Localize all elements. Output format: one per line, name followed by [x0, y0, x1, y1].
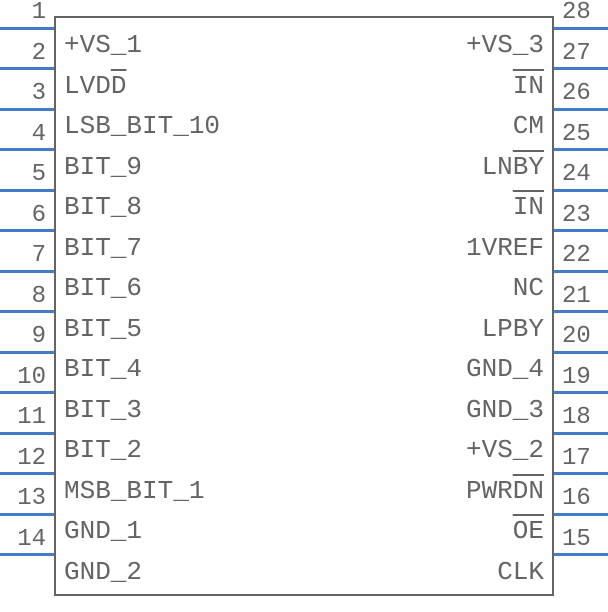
pin-lead-left — [0, 310, 54, 313]
pin-lead-left — [0, 229, 54, 232]
pin-label: BIT_9 — [64, 152, 142, 182]
pin-number: 9 — [32, 323, 46, 350]
pin-label: 1VREF — [466, 233, 544, 263]
pin-lead-right — [554, 310, 608, 313]
pin-lead-right — [554, 108, 608, 111]
pin-label: GND_3 — [466, 395, 544, 425]
pin-lead-left — [0, 351, 54, 354]
pin-label: CM — [513, 111, 544, 141]
pin-number: 15 — [562, 526, 591, 553]
pin-number: 11 — [17, 404, 46, 431]
pin-number: 6 — [32, 202, 46, 229]
pin-lead-right — [554, 432, 608, 435]
pin-label: BIT_7 — [64, 233, 142, 263]
pin-number: 24 — [562, 161, 591, 188]
pin-number: 8 — [32, 283, 46, 310]
pin-lead-left — [0, 189, 54, 192]
pin-number: 16 — [562, 485, 591, 512]
pin-label: BIT_4 — [64, 354, 142, 384]
pin-number: 22 — [562, 242, 591, 269]
pin-number: 12 — [17, 445, 46, 472]
pin-label: LNBY — [482, 152, 544, 182]
pin-label: BIT_5 — [64, 314, 142, 344]
ic-body-outline — [54, 16, 554, 596]
pin-label: LVDD — [64, 71, 126, 101]
pin-lead-left — [0, 27, 54, 30]
pin-number: 19 — [562, 364, 591, 391]
pin-lead-left — [0, 108, 54, 111]
pin-lead-left — [0, 432, 54, 435]
pin-lead-right — [554, 391, 608, 394]
pin-number: 26 — [562, 80, 591, 107]
pin-label: CLK — [497, 557, 544, 587]
pin-lead-left — [0, 148, 54, 151]
pin-number: 23 — [562, 202, 591, 229]
pin-number: 3 — [32, 80, 46, 107]
pin-number: 27 — [562, 40, 591, 67]
pin-number: 2 — [32, 40, 46, 67]
pin-label: LPBY — [482, 314, 544, 344]
pin-lead-right — [554, 553, 608, 556]
pin-label: PWRDN — [466, 476, 544, 506]
pin-number: 20 — [562, 323, 591, 350]
pin-lead-right — [554, 148, 608, 151]
pin-lead-left — [0, 513, 54, 516]
pin-number: 28 — [562, 0, 591, 26]
pin-number: 17 — [562, 445, 591, 472]
pin-label: MSB_BIT_1 — [64, 476, 204, 506]
pin-label: BIT_6 — [64, 273, 142, 303]
pin-label: OE — [513, 516, 544, 546]
pin-label: +VS_3 — [466, 30, 544, 60]
pin-label: GND_4 — [466, 354, 544, 384]
pin-number: 25 — [562, 121, 591, 148]
pin-lead-right — [554, 229, 608, 232]
pin-label: BIT_2 — [64, 435, 142, 465]
pin-lead-right — [554, 351, 608, 354]
pin-lead-right — [554, 513, 608, 516]
pin-number: 18 — [562, 404, 591, 431]
pin-label: IN — [513, 192, 544, 222]
pin-lead-right — [554, 27, 608, 30]
pin-label: +VS_1 — [64, 30, 142, 60]
pin-number: 14 — [17, 526, 46, 553]
pin-label: BIT_3 — [64, 395, 142, 425]
pin-lead-right — [554, 270, 608, 273]
pin-lead-right — [554, 67, 608, 70]
pin-label: GND_1 — [64, 516, 142, 546]
pin-number: 4 — [32, 121, 46, 148]
pin-number: 5 — [32, 161, 46, 188]
pin-lead-left — [0, 553, 54, 556]
pin-lead-left — [0, 67, 54, 70]
pinout-canvas: 1 +VS_1 2 LVDD 3 LSB_BIT_10 4 BIT_9 5 BIT_8 6 BIT_7… — [0, 0, 608, 612]
pin-label: +VS_2 — [466, 435, 544, 465]
pin-number: 7 — [32, 242, 46, 269]
pin-label: IN — [513, 71, 544, 101]
pin-label: GND_2 — [64, 557, 142, 587]
pin-label: BIT_8 — [64, 192, 142, 222]
pin-lead-left — [0, 391, 54, 394]
pin-lead-left — [0, 270, 54, 273]
pin-number: 21 — [562, 283, 591, 310]
pin-number: 13 — [17, 485, 46, 512]
pin-lead-right — [554, 472, 608, 475]
pin-number: 1 — [32, 0, 46, 26]
pin-lead-right — [554, 189, 608, 192]
pin-label: NC — [513, 273, 544, 303]
pin-lead-left — [0, 472, 54, 475]
pin-label: LSB_BIT_10 — [64, 111, 220, 141]
pin-number: 10 — [17, 364, 46, 391]
